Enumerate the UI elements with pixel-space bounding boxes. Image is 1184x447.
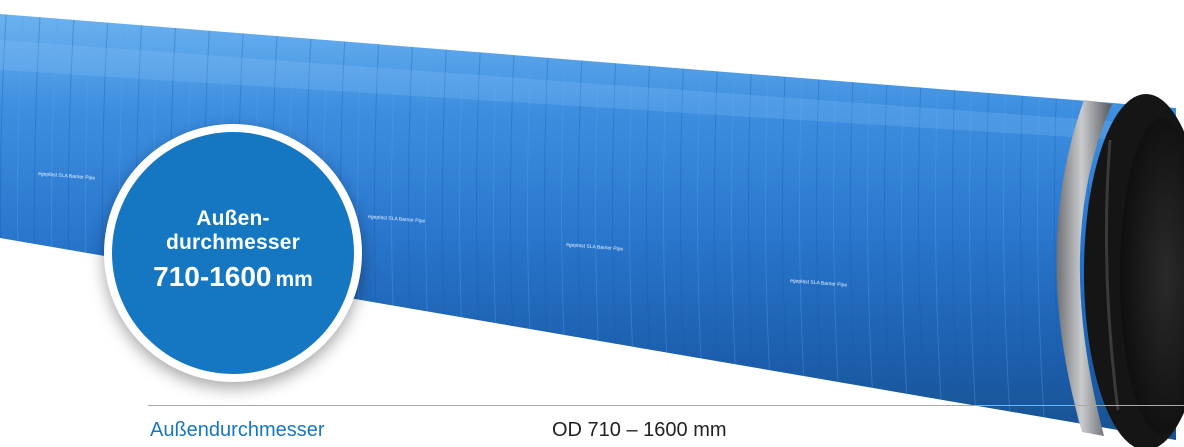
pipe-print-2: egeplast SLA Barrier Pipe	[368, 214, 426, 225]
badge-title-line2: durchmesser	[165, 231, 301, 254]
diameter-badge-circle: Außen- durchmesser 710-1600 mm	[112, 132, 354, 374]
steel-ring	[1056, 100, 1112, 436]
spec-label: Außendurchmesser	[150, 419, 325, 441]
badge-range: 710-1600	[153, 261, 272, 292]
badge-unit: mm	[275, 268, 313, 291]
badge-title-line1: Außen-	[196, 207, 270, 230]
spec-value: OD 710 – 1600 mm	[552, 419, 727, 441]
badge-size: 710-1600 mm	[153, 261, 313, 293]
divider-line	[148, 405, 1184, 406]
pipe-opening	[1120, 118, 1184, 434]
pipe-print-3: egeplast SLA Barrier Pipe	[566, 242, 624, 253]
pipe-print-4: egeplast SLA Barrier Pipe	[790, 278, 848, 289]
diameter-badge: Außen- durchmesser 710-1600 mm	[104, 124, 362, 382]
pipe-body	[0, 14, 1176, 440]
pipe-print-1: egeplast SLA Barrier Pipe	[38, 171, 96, 182]
